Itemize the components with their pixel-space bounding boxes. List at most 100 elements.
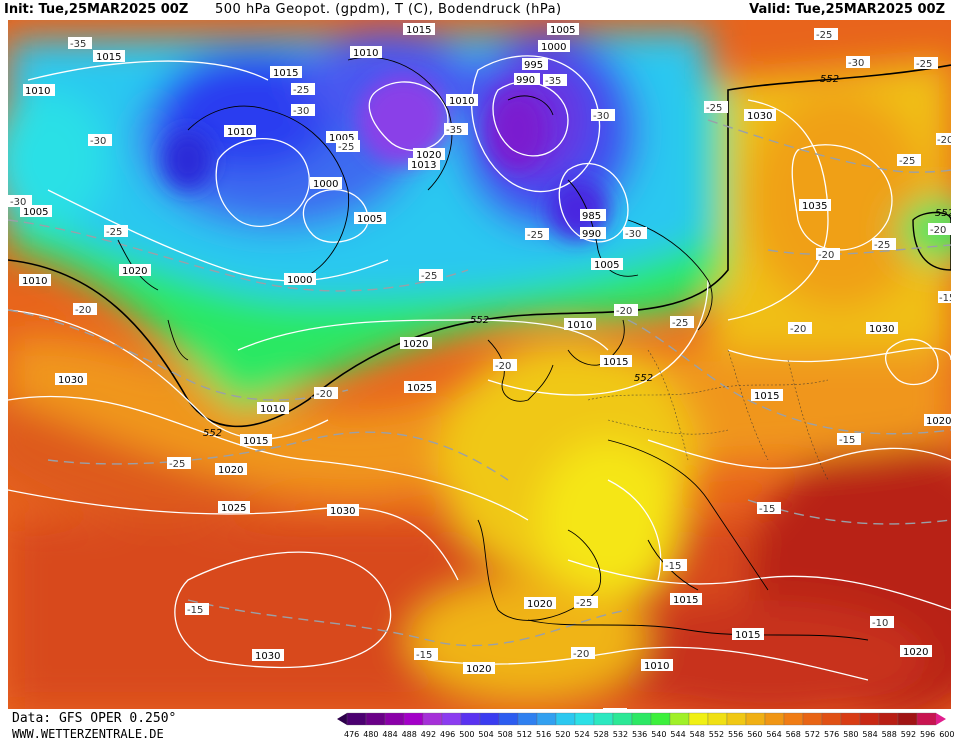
pressure-label: 1010 [227,127,252,138]
scale-tick-label: 508 [497,730,513,739]
scale-tick-label: 580 [843,730,859,739]
scale-swatch [878,712,899,726]
temperature-label: -20 [930,225,946,236]
temperature-label: -25 [338,142,354,153]
color-scale-bar [337,712,946,726]
scale-swatch [422,712,443,726]
weather-map-canvas: 1015 1015 1010 1010 1015 1005 1000 995 9… [8,20,951,709]
pressure-label: 1015 [96,52,121,63]
geopot-label: 552 [935,208,951,219]
pressure-label: 1010 [25,86,50,97]
pressure-label: 1030 [869,324,894,335]
scale-swatch [574,712,595,726]
temperature-label: -30 [625,229,641,240]
pressure-label: 1020 [926,416,951,427]
temperature-label: -15 [839,435,855,446]
pressure-label: 1005 [23,207,48,218]
scale-swatch [783,712,804,726]
scale-swatch [365,712,386,726]
temperature-label: -15 [759,504,775,515]
scale-swatch [346,712,367,726]
pressure-labels: 1015 1015 1010 1010 1015 1005 1000 995 9… [19,23,951,675]
scale-tick-label: 520 [555,730,571,739]
weather-map: 1015 1015 1010 1010 1015 1005 1000 995 9… [8,20,951,709]
pressure-label: 1030 [58,375,83,386]
scale-swatch [840,712,861,726]
scale-swatch [802,712,823,726]
chart-title: 500 hPa Geopot. (gpdm), T (C), Bodendruc… [215,2,562,17]
pressure-label: 1030 [747,111,772,122]
temperature-label: -30 [593,111,609,122]
scale-swatch [498,712,519,726]
pressure-label: 1010 [567,320,592,331]
temperature-label: -20 [495,361,511,372]
temperature-label: -10 [872,618,888,629]
pressure-label: 1020 [122,266,147,277]
scale-swatch [821,712,842,726]
geopot-labels: 552 552 552 552 552 [203,74,951,439]
temperature-label: -30 [90,136,106,147]
pressure-label: 1000 [541,42,566,53]
temperature-label: -25 [706,103,722,114]
temperature-label: -25 [169,459,185,470]
temperature-label: -25 [576,598,592,609]
pressure-label: 1000 [313,179,338,190]
pressure-label: 1010 [22,276,47,287]
pressure-label: 990 [582,229,601,240]
pressure-label: 1005 [550,25,575,36]
temperature-label: -20 [790,324,806,335]
pressure-label: 1010 [449,96,474,107]
scale-tick-label: 568 [785,730,801,739]
data-source-label: Data: GFS OPER 0.250° [12,711,177,726]
pressure-label: 1020 [527,599,552,610]
scale-tick-label: 476 [344,730,360,739]
pressure-label: 1010 [260,404,285,415]
scale-swatch [916,712,937,726]
scale-swatch [650,712,671,726]
scale-swatch [479,712,500,726]
scale-tick-label: 516 [536,730,552,739]
scale-swatch [384,712,405,726]
pressure-label: 1020 [416,150,441,161]
scale-swatch [460,712,481,726]
scale-swatch [631,712,652,726]
scale-swatch [688,712,709,726]
valid-time-label: Valid: Tue,25MAR2025 00Z [749,2,945,17]
temperature-label: -15 [665,561,681,572]
scale-arrow-right [936,713,946,725]
pressure-label: 1035 [802,201,827,212]
scale-swatch [536,712,557,726]
temperature-label: -25 [672,318,688,329]
scale-tick-label: 500 [459,730,475,739]
scale-swatch [669,712,690,726]
scale-swatch [707,712,728,726]
temperature-label: -25 [421,271,437,282]
scale-tick-label: 564 [766,730,782,739]
scale-tick-label: 480 [363,730,379,739]
scale-tick-label: 584 [862,730,878,739]
geopot-label: 552 [203,428,222,439]
geopot-label: 552 [470,315,489,326]
pressure-label: 1005 [329,133,354,144]
init-time-label: Init: Tue,25MAR2025 00Z [4,2,189,17]
pressure-label: 1020 [903,647,928,658]
scale-swatch [403,712,424,726]
geopot-552-line [8,64,951,428]
scale-arrow-left [337,713,347,725]
pressure-label: 995 [524,60,543,71]
pressure-label: 1015 [243,436,268,447]
pressure-label: 1020 [403,339,428,350]
temperature-label: -20 [818,250,834,261]
temperature-label: -30 [10,197,26,208]
scale-tick-label: 588 [881,730,897,739]
temperature-label: -20 [75,305,91,316]
pressure-label: 1015 [603,357,628,368]
scale-tick-label: 540 [651,730,667,739]
scale-swatch [555,712,576,726]
scale-tick-label: 592 [900,730,917,739]
scale-tick-label: 548 [689,730,705,739]
scale-tick-label: 576 [824,730,840,739]
pressure-label: 1015 [754,391,779,402]
chart-header: Init: Tue,25MAR2025 00Z 500 hPa Geopot. … [0,0,959,20]
scale-swatch [897,712,918,726]
